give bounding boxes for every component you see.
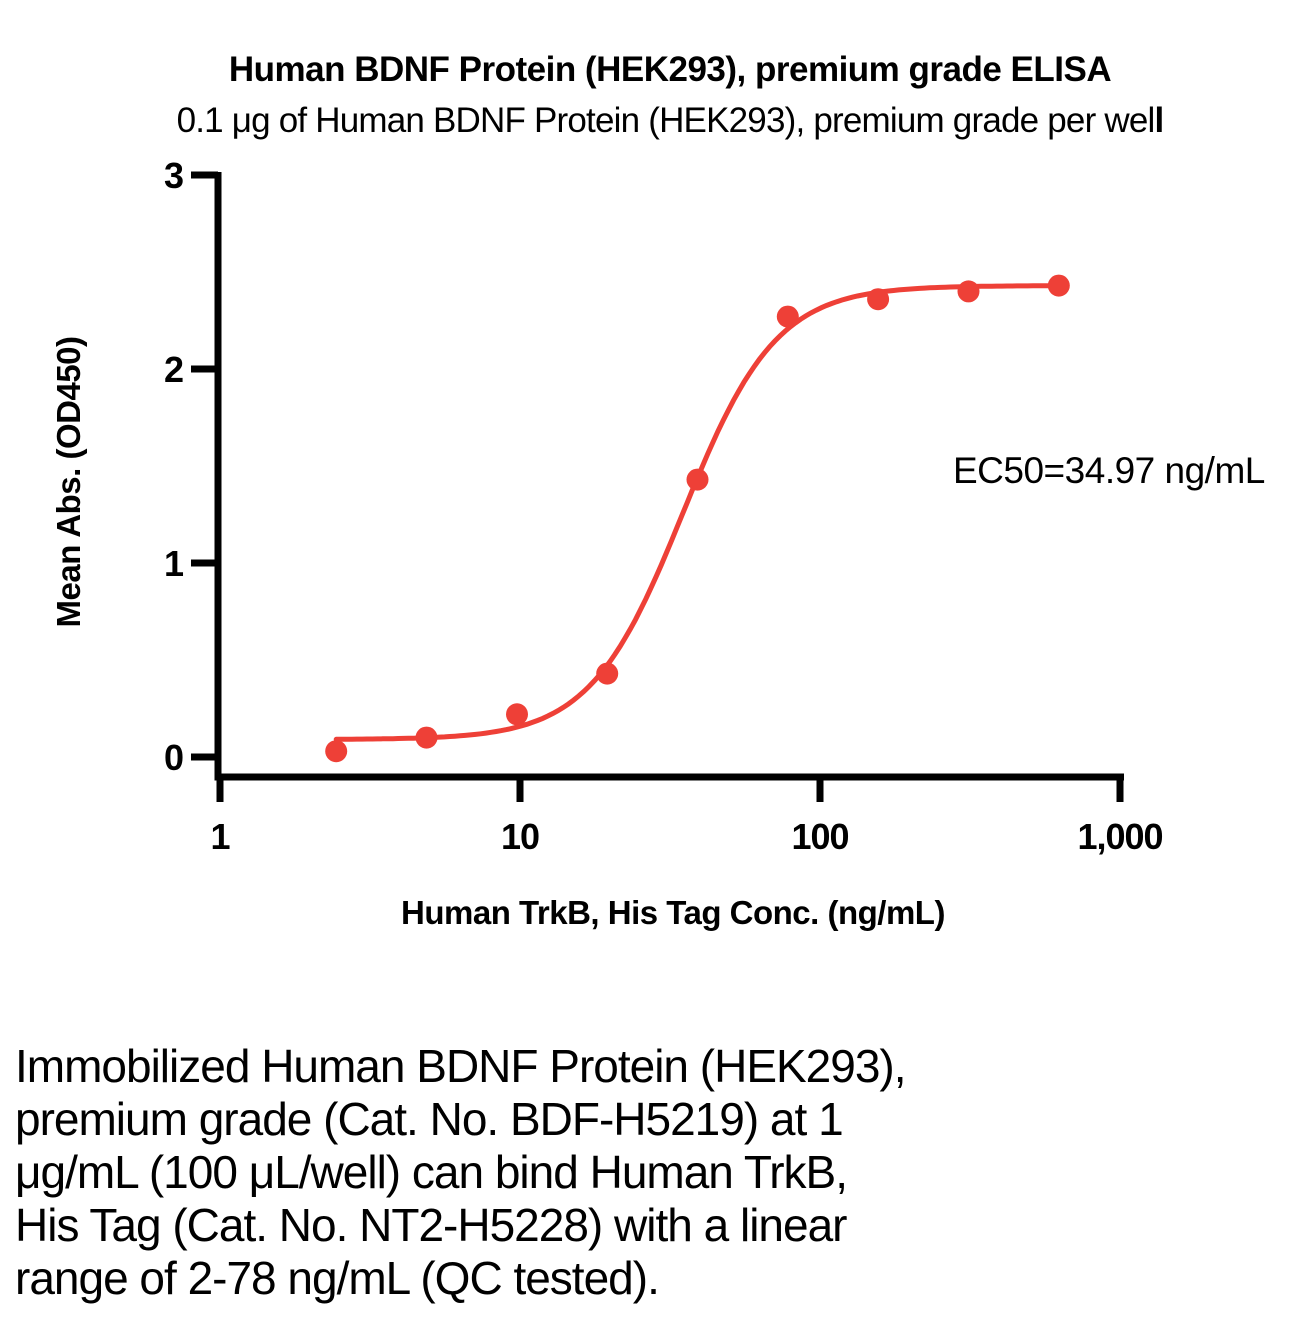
data-point (1047, 274, 1070, 297)
data-point (776, 305, 799, 328)
caption-line: Immobilized Human BDNF Protein (HEK293), (15, 1040, 907, 1092)
y-tick-label-0: 0 (164, 737, 183, 778)
x-axis-ticks (216, 777, 1124, 802)
caption-line: μg/mL (100 μL/well) can bind Human TrkB, (15, 1146, 848, 1198)
x-tick-label-100: 100 (791, 816, 848, 857)
y-axis-title: Mean Abs. (OD450) (50, 336, 87, 627)
y-tick-label-2: 2 (164, 349, 183, 390)
caption-line: premium grade (Cat. No. BDF-H5219) at 1 (15, 1093, 844, 1145)
data-points (325, 274, 1070, 763)
y-tick-label-1: 1 (164, 543, 184, 584)
data-point (596, 662, 619, 685)
data-point (686, 468, 709, 491)
x-tick-label-10: 10 (501, 816, 539, 857)
chart-title: Human BDNF Protein (HEK293), premium gra… (228, 50, 1112, 89)
chart-subtitle: 0.1 μg of Human BDNF Protein (HEK293), p… (0, 101, 1313, 141)
data-point (325, 740, 348, 763)
ec50-annotation: EC50=34.97 ng/mL (953, 450, 1265, 491)
caption-line: His Tag (Cat. No. NT2-H5228) with a line… (15, 1199, 847, 1251)
chart-subtitle-bold-tail: l (1154, 101, 1164, 140)
y-tick-label-3: 3 (164, 155, 183, 196)
caption: Immobilized Human BDNF Protein (HEK293),… (15, 1040, 907, 1305)
dose-response-plot: 3 2 1 0 1 10 100 1,000 Mean Abs. (OD450)… (50, 155, 1265, 931)
data-point (867, 288, 890, 311)
chart-subtitle-text: 0.1 μg of Human BDNF Protein (HEK293), p… (176, 101, 1156, 140)
caption-line: range of 2-78 ng/mL (QC tested). (15, 1252, 660, 1304)
x-tick-label-1: 1 (210, 816, 230, 857)
x-axis-title: Human TrkB, His Tag Conc. (ng/mL) (401, 894, 945, 931)
x-tick-label-1000: 1,000 (1077, 816, 1162, 857)
data-point (957, 280, 980, 303)
data-point (506, 703, 528, 726)
fit-curve (333, 283, 1062, 742)
data-point (415, 726, 438, 749)
y-axis-ticks (191, 171, 218, 761)
